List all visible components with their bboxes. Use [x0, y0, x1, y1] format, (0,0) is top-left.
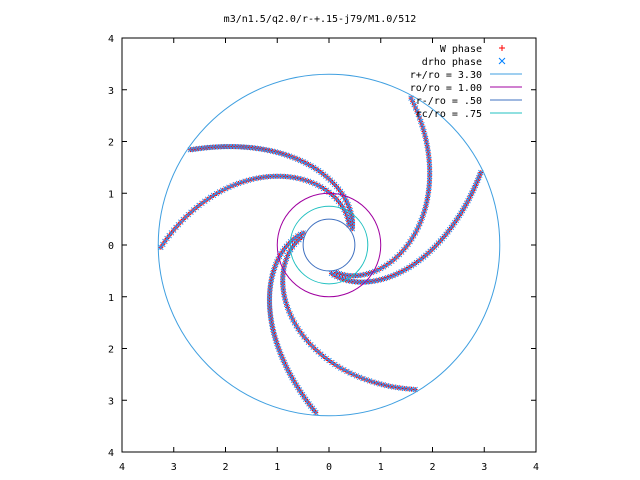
drho-phase-point: [245, 177, 252, 184]
plot-marks: [158, 95, 484, 416]
drho-phase-point: [420, 125, 426, 131]
drho-phase-point: [305, 178, 312, 185]
chart-title: m3/n1.5/q2.0/r-+.15-j79/M1.0/512: [224, 14, 417, 25]
drho-phase-point: [242, 178, 248, 184]
drho-phase-point: [283, 301, 290, 308]
drho-phase-point: [281, 295, 288, 301]
drho-phase-point: [420, 211, 427, 217]
drho-phase-point: [282, 298, 289, 304]
y-tick-label: 3: [108, 86, 114, 97]
legend: W phase drho phase r+/ro = 3.30 ro/ro = 1.0…: [410, 44, 522, 120]
legend-label: drho phase: [422, 57, 482, 68]
legend-label: ro/ro = 1.00: [410, 83, 482, 94]
x-tick-label: 3: [481, 462, 487, 473]
drho-phase-point: [302, 177, 309, 183]
y-tick-label: 3: [108, 396, 114, 407]
x-tick-label: 4: [533, 462, 539, 473]
drho-phase-point: [370, 379, 376, 385]
drho-phase-point: [158, 244, 164, 251]
drho-phase-point: [248, 176, 255, 183]
legend-label: rc/ro = .75: [416, 109, 482, 120]
y-tick-label: 0: [108, 241, 114, 252]
legend-cross-marker: [498, 57, 506, 65]
circle-ro-ro-1-00: [276, 192, 382, 298]
circle-r-ro-3-30: [157, 73, 501, 417]
drho-phase-point: [282, 258, 289, 265]
drho-phase-point: [366, 378, 373, 384]
legend-label: r-/ro = .50: [416, 96, 482, 107]
drho-phase-point: [345, 215, 351, 222]
y-axis-ticks: 4 3 2 1 0 1 2 3 4: [108, 34, 536, 459]
drho-phase-point: [365, 270, 372, 277]
drho-phase-point: [164, 235, 170, 242]
x-tick-label: 0: [326, 462, 332, 473]
y-tick-label: 1: [108, 293, 114, 304]
y-tick-label: 2: [108, 138, 114, 149]
x-tick-label: 3: [171, 462, 177, 473]
x-tick-label: 1: [274, 462, 280, 473]
x-tick-label: 2: [222, 462, 228, 473]
y-tick-label: 2: [108, 345, 114, 356]
circle-rc-ro-75: [289, 205, 369, 285]
legend-plus-marker: [499, 45, 505, 51]
circle-r-ro-50: [302, 218, 356, 272]
x-tick-label: 1: [378, 462, 384, 473]
x-tick-label: 2: [429, 462, 435, 473]
drho-phase-point: [362, 271, 369, 278]
drho-phase-point: [345, 218, 352, 225]
legend-label: W phase: [440, 44, 482, 55]
y-tick-label: 4: [108, 448, 114, 459]
drho-phase-point: [299, 176, 305, 183]
drho-phase-point: [313, 409, 319, 416]
x-tick-label: 4: [119, 462, 125, 473]
reference-circles: [157, 73, 501, 417]
drho-phase-point: [283, 255, 290, 262]
y-tick-label: 4: [108, 34, 114, 45]
drho-phase-point: [421, 128, 427, 135]
drho-phase-point: [336, 270, 343, 277]
drho-phase-point: [421, 208, 428, 214]
legend-label: r+/ro = 3.30: [410, 70, 482, 81]
x-axis-ticks: 4 3 2 1 0 1 2 3 4: [119, 38, 539, 473]
y-tick-label: 1: [108, 189, 114, 200]
